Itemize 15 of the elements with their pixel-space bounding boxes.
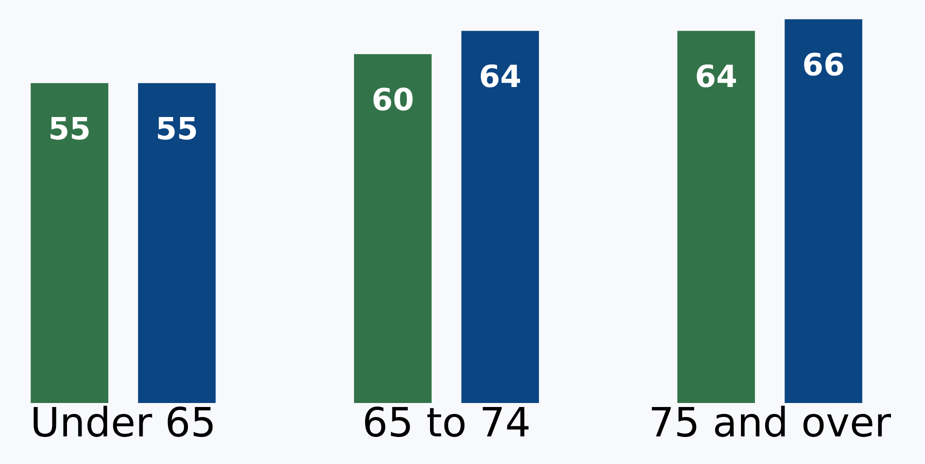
x-tick-label: Under 65 — [34, 406, 213, 437]
bar — [354, 54, 432, 403]
data-label: 64 — [696, 64, 736, 88]
data-label: 60 — [373, 88, 413, 111]
data-label: 64 — [480, 64, 520, 88]
bar — [677, 30, 755, 403]
data-label: 66 — [804, 52, 844, 76]
bar — [30, 83, 108, 403]
bar — [784, 19, 862, 403]
x-tick-label: 65 to 74 — [365, 406, 529, 437]
data-label: 55 — [50, 117, 89, 140]
data-label: 55 — [158, 117, 196, 140]
bar — [461, 30, 539, 403]
bar — [138, 83, 216, 403]
x-tick-label: 75 and over — [652, 406, 892, 437]
